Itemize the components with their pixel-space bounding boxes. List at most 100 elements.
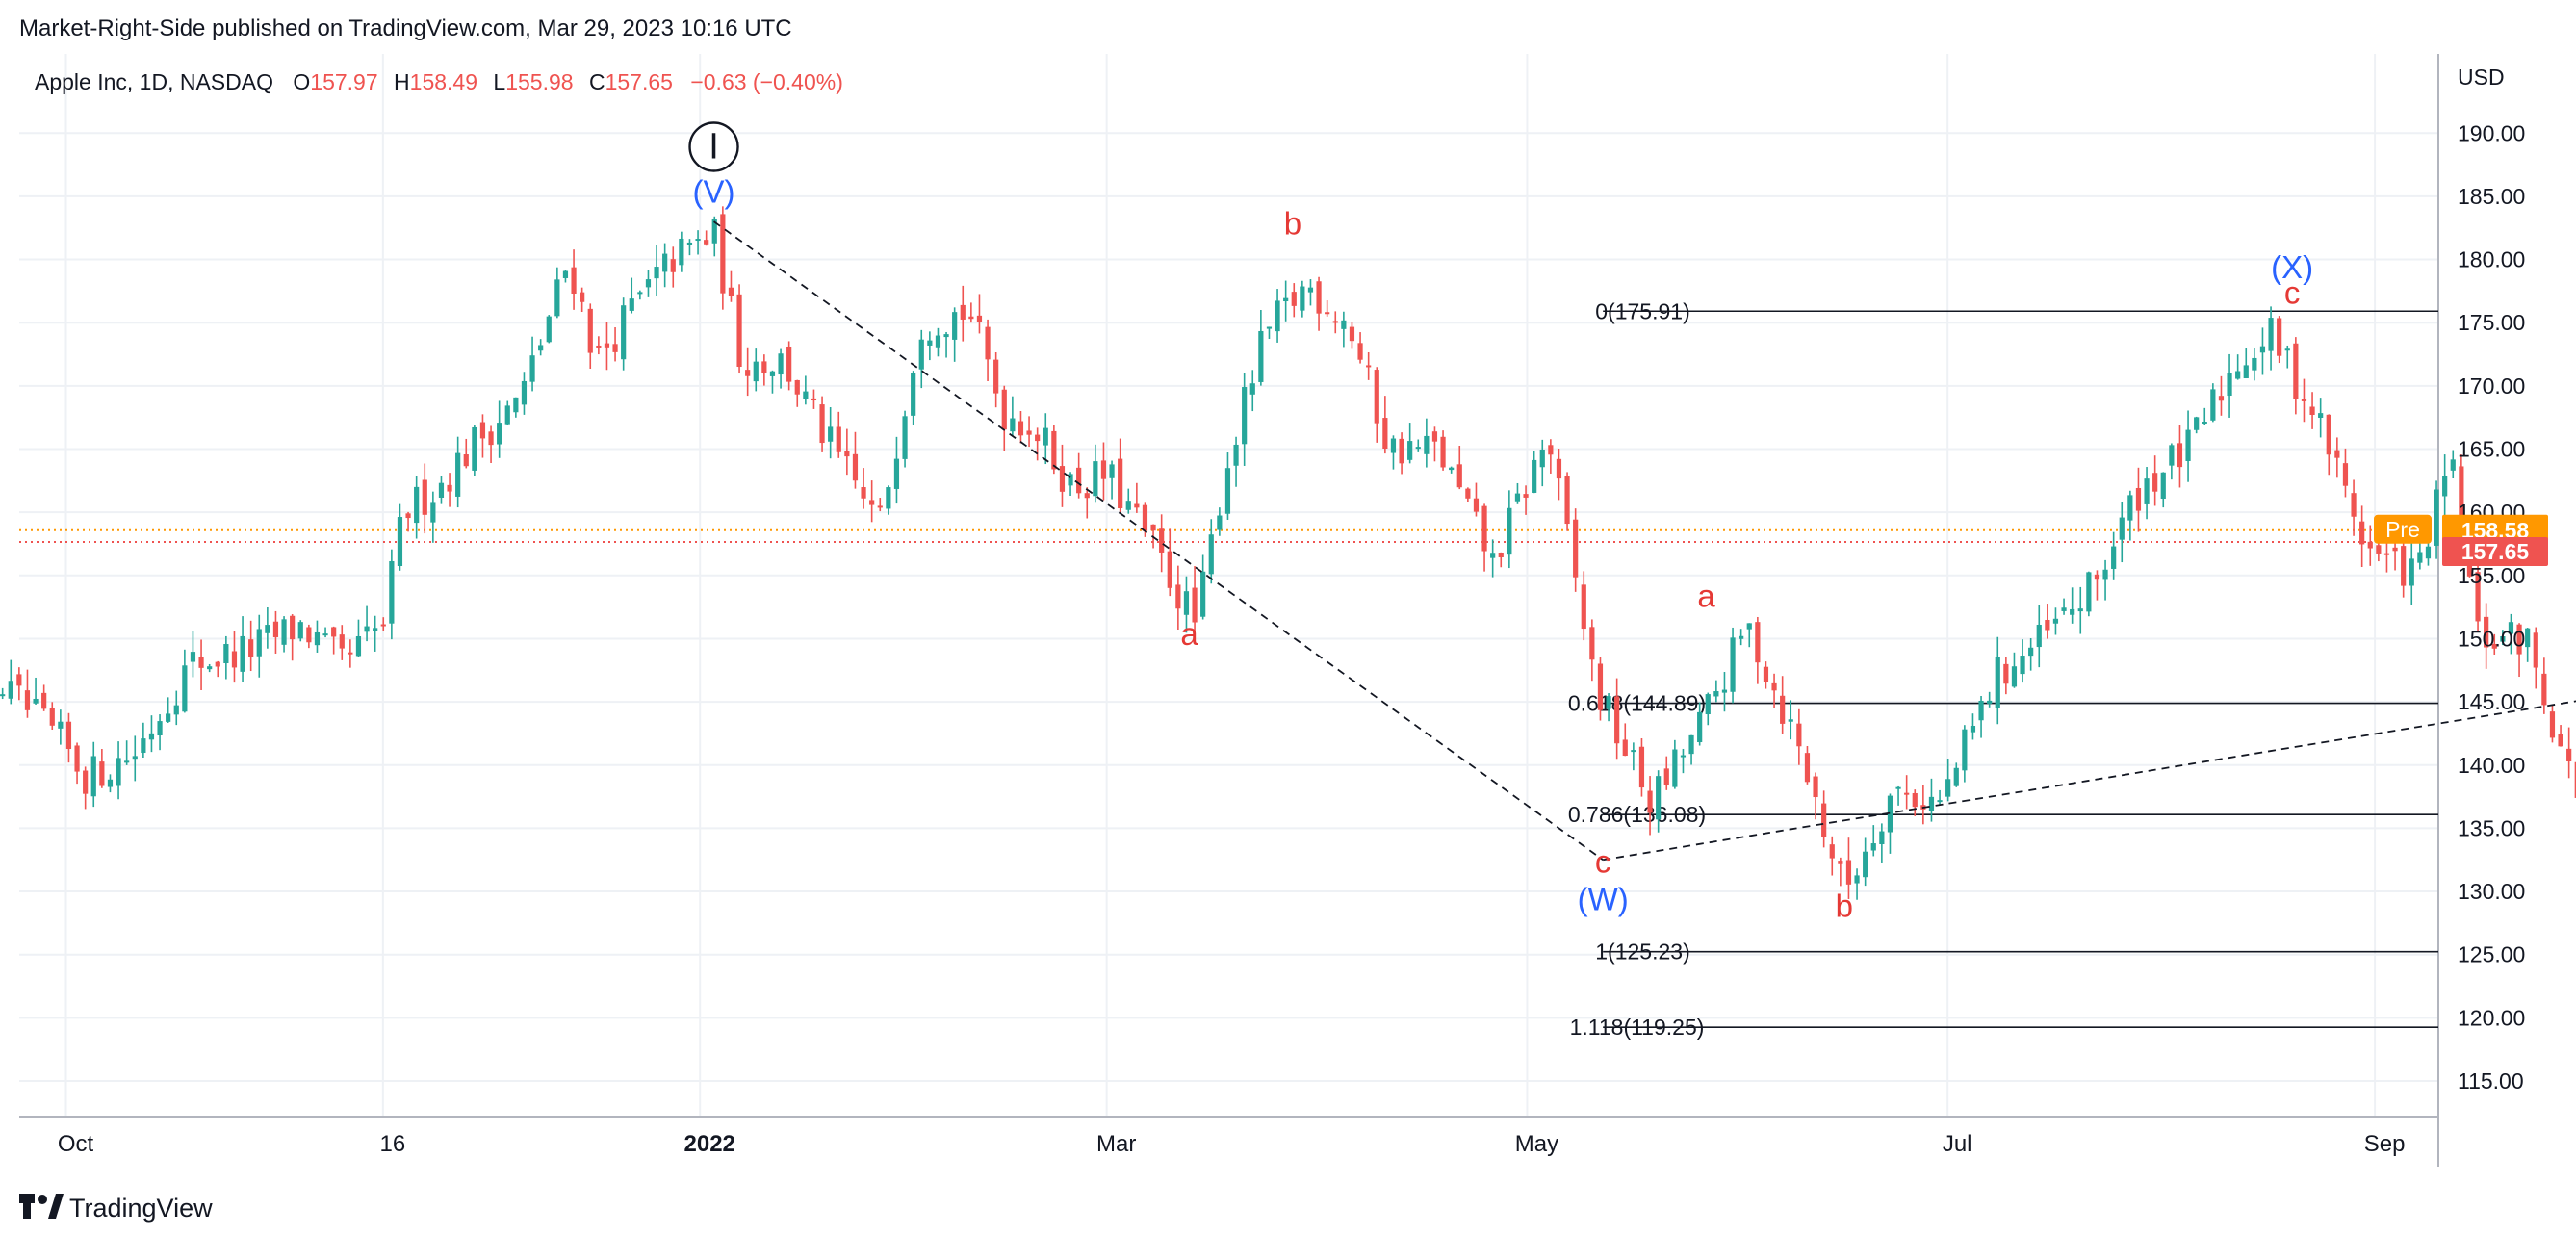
x-tick-label: 16	[380, 1131, 406, 1157]
candle-body	[2450, 459, 2456, 471]
candle-body	[960, 304, 966, 320]
candle-body	[2011, 666, 2018, 687]
last-price-box	[2442, 537, 2548, 567]
candle-body	[993, 359, 999, 394]
candle-body	[1970, 726, 1976, 733]
candle-body	[430, 502, 436, 523]
wave-label: a	[1697, 579, 1715, 614]
candle-body	[1325, 312, 1330, 315]
candle-body	[1721, 689, 1728, 693]
candle-body	[1275, 300, 1280, 332]
candle-body	[637, 292, 643, 295]
candle-body	[1928, 796, 1935, 811]
candle-body	[1076, 467, 1082, 494]
candle-body	[2516, 624, 2522, 655]
tradingview-wordmark: TradingView	[69, 1194, 213, 1223]
candle-body	[1672, 749, 1678, 787]
candle-body	[1125, 501, 1131, 510]
candle-body	[852, 453, 859, 481]
candle-body	[877, 505, 883, 508]
x-axis[interactable]: Oct162022MarMayJulSepNov2023MarMayJul	[58, 1131, 2576, 1157]
publisher-line: Market-Right-Side published on TradingVi…	[19, 15, 792, 41]
candle-body	[272, 621, 279, 637]
candle-body	[2442, 476, 2448, 497]
trend-lines	[713, 220, 2576, 862]
candle-body	[1407, 441, 1413, 460]
candle-body	[1473, 498, 1480, 512]
high-label: H	[394, 69, 410, 94]
candle-body	[124, 760, 130, 763]
last-price-badge: 157.65	[2442, 537, 2548, 567]
candle-body	[65, 721, 72, 750]
candle-body	[1987, 700, 1993, 704]
tradingview-logo[interactable]: TradingView	[19, 1194, 213, 1223]
candle-body	[41, 692, 47, 709]
fib-level-label: 1(125.23)	[1595, 940, 1689, 965]
y-axis[interactable]: USD 115.00 120.00 125.00 130.00 135.00 140.00…	[2458, 64, 2525, 1094]
x-tick-label: Oct	[58, 1131, 94, 1157]
candle-body	[2508, 622, 2514, 634]
candle-body	[348, 652, 353, 655]
y-tick-label: 180.00	[2458, 247, 2525, 272]
candle-body	[976, 315, 983, 322]
candle-body	[1796, 723, 1802, 747]
candle-body	[2003, 663, 2009, 684]
candle-body	[2409, 558, 2414, 586]
candle-body	[1465, 488, 1471, 499]
low-label: L	[493, 69, 505, 94]
candle-body	[1904, 792, 1910, 795]
candle-body	[1539, 449, 1545, 468]
candle-body	[231, 651, 238, 668]
candle-body	[248, 639, 254, 657]
candles	[0, 206, 2576, 900]
candle-body	[157, 721, 163, 735]
candle-body	[2541, 673, 2547, 706]
candle-body	[488, 431, 494, 446]
candle-body	[1159, 528, 1165, 553]
candle-body	[405, 513, 411, 519]
y-tick-label: 155.00	[2458, 563, 2525, 588]
candle-body	[1283, 297, 1289, 302]
wave-label: c	[2284, 275, 2301, 311]
candle-body	[571, 267, 577, 294]
y-tick-label: 150.00	[2458, 626, 2525, 651]
candle-body	[2243, 365, 2249, 378]
candle-body	[2111, 546, 2117, 569]
candle-body	[1771, 682, 1777, 691]
candle-body	[2077, 608, 2083, 612]
candle-body	[538, 345, 544, 351]
candle-body	[2309, 406, 2315, 416]
y-tick-label: 120.00	[2458, 1005, 2525, 1030]
candle-body	[2202, 422, 2207, 425]
candle-body	[2045, 619, 2050, 631]
candle-body	[2351, 493, 2357, 517]
candle-body	[2549, 711, 2556, 738]
candle-body	[621, 305, 627, 360]
candle-body	[141, 738, 146, 754]
candle-body	[173, 705, 179, 715]
candle-body	[2127, 495, 2133, 521]
x-tick-label: Mar	[1096, 1131, 1136, 1157]
candle-body	[1912, 792, 1918, 808]
candle-body	[546, 316, 552, 343]
candle-body	[1523, 494, 1529, 498]
candle-body	[580, 292, 585, 302]
candle-body	[1895, 786, 1901, 789]
candle-body	[256, 629, 262, 657]
candle-body	[1233, 444, 1239, 466]
candle-body	[753, 361, 759, 382]
candle-body	[83, 770, 89, 794]
candle-body	[2036, 624, 2042, 648]
last-price-value: 157.65	[2461, 539, 2530, 564]
candle-body	[290, 615, 296, 640]
candle-body	[240, 635, 245, 672]
low-value: 155.98	[505, 69, 573, 94]
candle-body	[811, 398, 817, 401]
candle-body	[1300, 286, 1305, 311]
candle-body	[596, 345, 602, 348]
candle-body	[1638, 746, 1645, 788]
wave-label: b	[1836, 888, 1853, 923]
pre-tag-label: Pre	[2385, 517, 2420, 542]
candle-body	[1224, 468, 1231, 514]
